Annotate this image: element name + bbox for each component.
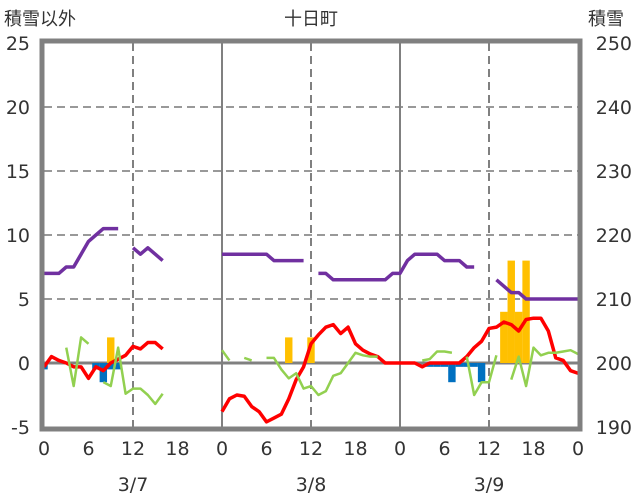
y-tick-label: -5: [11, 417, 30, 439]
x-tick-label: 6: [260, 438, 272, 460]
negative-bar: [477, 363, 486, 383]
y-tick-label: 15: [6, 161, 30, 183]
y2-tick-label: 210: [596, 289, 632, 311]
x-tick-label: 6: [438, 438, 450, 460]
right-axis-label: 積雪: [588, 9, 624, 30]
x-tick-label: 0: [394, 438, 406, 460]
negative-bar: [463, 363, 471, 367]
x-tick-label: 18: [343, 438, 367, 460]
negative-bar: [448, 363, 456, 383]
snow_depth-line: [44, 226, 578, 301]
snowfall-bar: [500, 311, 508, 363]
y-tick-label: 0: [18, 353, 30, 375]
snowfall-bar: [307, 337, 315, 363]
y-tick-label: 25: [6, 33, 30, 55]
green-line: [65, 336, 579, 406]
negative-bar: [114, 363, 122, 370]
y2-tick-label: 200: [596, 353, 632, 375]
day-label: 3/7: [118, 474, 149, 496]
y2-tick-label: 240: [596, 97, 632, 119]
negative-bar: [455, 363, 464, 367]
negative-bar: [470, 363, 478, 367]
plot-frame: [39, 38, 583, 432]
negative-bar: [99, 363, 108, 383]
negative-bar: [433, 363, 441, 367]
x-tick-label: 18: [165, 438, 189, 460]
y-tick-label: 10: [6, 225, 30, 247]
snowfall-bar: [285, 337, 293, 363]
x-tick-label: 12: [299, 438, 323, 460]
x-tick-label: 12: [121, 438, 145, 460]
x-tick-label: 12: [477, 438, 501, 460]
y2-tick-label: 190: [596, 417, 632, 439]
negative-bar: [440, 363, 449, 367]
snowfall-bar: [507, 260, 515, 363]
y2-tick-label: 220: [596, 225, 632, 247]
x-tick-label: 18: [521, 438, 545, 460]
snowfall-bar: [107, 337, 115, 363]
y2-tick-label: 250: [596, 33, 632, 55]
snowfall-bar: [514, 311, 523, 363]
x-tick-label: 0: [38, 438, 50, 460]
y-tick-label: 5: [18, 289, 30, 311]
x-tick-label: 0: [216, 438, 228, 460]
chart-title: 十日町: [284, 9, 338, 30]
temperature-line: [42, 316, 579, 424]
day-label: 3/9: [474, 474, 505, 496]
snowfall-bar: [522, 260, 530, 363]
negative-bar: [107, 363, 115, 370]
day-label: 3/8: [296, 474, 327, 496]
x-tick-label: 6: [82, 438, 94, 460]
y2-tick-label: 230: [596, 161, 632, 183]
left-axis-label: 積雪以外: [4, 9, 76, 30]
x-tick-label: 0: [572, 438, 584, 460]
y-tick-label: 20: [6, 97, 30, 119]
